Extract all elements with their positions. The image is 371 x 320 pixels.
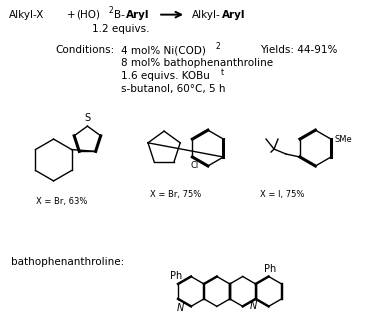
Text: X = Br, 75%: X = Br, 75%: [150, 190, 201, 199]
Text: SMe: SMe: [335, 135, 353, 144]
Text: (HO): (HO): [76, 10, 101, 20]
Text: 1.6 equivs. KOBu: 1.6 equivs. KOBu: [121, 71, 210, 81]
Text: bathophenanthroline:: bathophenanthroline:: [11, 257, 124, 267]
Text: X = Br, 63%: X = Br, 63%: [36, 197, 87, 206]
Text: Alkyl-X: Alkyl-X: [9, 10, 44, 20]
Text: +: +: [66, 10, 75, 20]
Text: 8 mol% bathophenanthroline: 8 mol% bathophenanthroline: [121, 59, 273, 68]
Text: Yields: 44-91%: Yields: 44-91%: [260, 45, 337, 55]
Text: 2: 2: [108, 6, 113, 15]
Text: Aryl: Aryl: [126, 10, 150, 20]
Text: Alkyl-: Alkyl-: [192, 10, 221, 20]
Text: N: N: [250, 301, 257, 311]
Text: Ph: Ph: [265, 263, 277, 274]
Text: 2: 2: [216, 42, 221, 51]
Text: Ph: Ph: [170, 271, 182, 281]
Text: Conditions:: Conditions:: [56, 45, 115, 55]
Text: t: t: [221, 68, 224, 77]
Text: X = I, 75%: X = I, 75%: [260, 190, 304, 199]
Text: s-butanol, 60°C, 5 h: s-butanol, 60°C, 5 h: [121, 84, 226, 94]
Text: Aryl: Aryl: [222, 10, 245, 20]
Text: S: S: [84, 113, 91, 123]
Text: Cl: Cl: [190, 161, 198, 170]
Text: B-: B-: [114, 10, 125, 20]
Text: 4 mol% Ni(COD): 4 mol% Ni(COD): [121, 45, 206, 55]
Text: N: N: [177, 303, 184, 313]
Text: 1.2 equivs.: 1.2 equivs.: [92, 24, 149, 34]
